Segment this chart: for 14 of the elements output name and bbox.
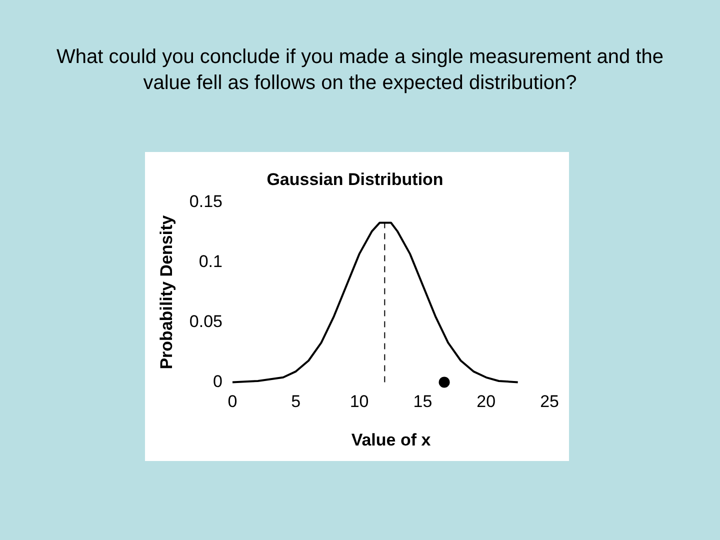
chart-title: Gaussian Distribution bbox=[266, 170, 444, 189]
y-tick-label: 0.1 bbox=[198, 252, 222, 272]
x-tick-label: 20 bbox=[476, 392, 496, 412]
x-tick-label: 5 bbox=[291, 392, 301, 412]
y-tick-label: 0.15 bbox=[189, 192, 222, 212]
y-tick-label: 0 bbox=[213, 372, 222, 391]
text: What could you conclude if you made a single measurement and the value fell as follows on the expected distribution? bbox=[55, 45, 665, 96]
y-tick-label: 0.05 bbox=[189, 312, 222, 331]
x-tick-label: 25 bbox=[540, 392, 560, 412]
x-tick-label: 15 bbox=[413, 392, 432, 412]
y-axis-title: Probability Density bbox=[156, 214, 176, 370]
x-tick-label: 0 bbox=[228, 392, 238, 412]
x-tick-label: 10 bbox=[350, 392, 369, 412]
x-axis-title: Value of x bbox=[351, 430, 432, 450]
